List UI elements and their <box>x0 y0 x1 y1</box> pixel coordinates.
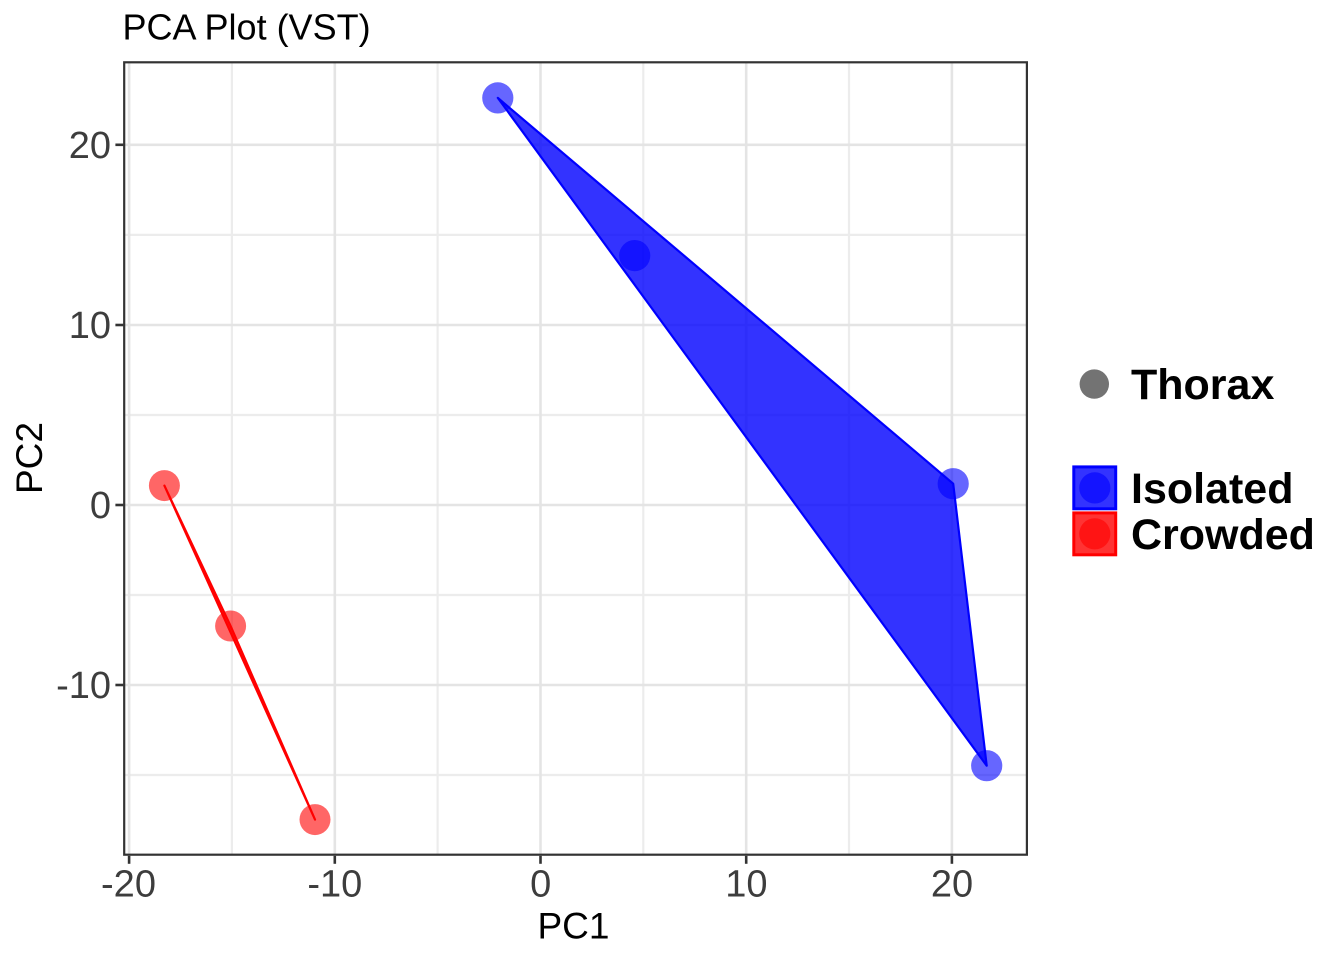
svg-text:10: 10 <box>69 305 111 347</box>
svg-text:10: 10 <box>725 863 767 905</box>
svg-text:-20: -20 <box>101 863 156 905</box>
svg-text:0: 0 <box>530 863 551 905</box>
svg-text:-10: -10 <box>307 863 362 905</box>
svg-text:Thorax: Thorax <box>1131 361 1274 409</box>
svg-text:0: 0 <box>90 485 111 527</box>
svg-text:PC2: PC2 <box>9 422 50 494</box>
svg-text:PCA Plot (VST): PCA Plot (VST) <box>123 7 371 48</box>
svg-text:-10: -10 <box>56 665 111 707</box>
svg-text:Isolated: Isolated <box>1131 465 1294 513</box>
svg-text:20: 20 <box>69 125 111 167</box>
svg-text:PC1: PC1 <box>538 906 610 947</box>
svg-text:20: 20 <box>931 863 973 905</box>
svg-text:Crowded: Crowded <box>1131 511 1315 559</box>
